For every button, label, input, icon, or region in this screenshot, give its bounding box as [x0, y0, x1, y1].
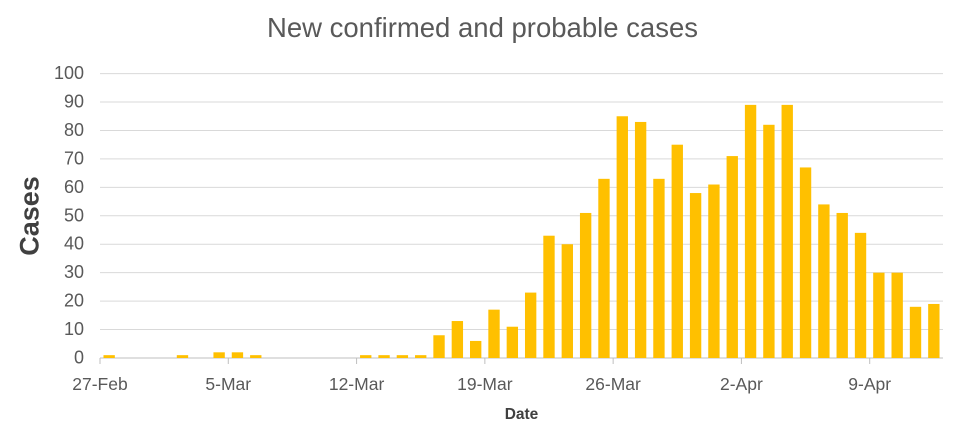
svg-text:26-Mar: 26-Mar — [585, 374, 641, 394]
svg-text:40: 40 — [64, 234, 84, 254]
svg-text:9-Apr: 9-Apr — [848, 374, 891, 394]
svg-text:60: 60 — [64, 177, 84, 197]
svg-text:70: 70 — [64, 148, 84, 168]
svg-text:20: 20 — [64, 291, 84, 311]
svg-text:0: 0 — [74, 348, 84, 368]
svg-text:27-Feb: 27-Feb — [72, 374, 127, 394]
svg-text:19-Mar: 19-Mar — [457, 374, 513, 394]
svg-text:80: 80 — [64, 120, 84, 140]
svg-text:90: 90 — [64, 92, 84, 112]
svg-text:50: 50 — [64, 205, 84, 225]
svg-text:100: 100 — [54, 63, 84, 83]
svg-text:30: 30 — [64, 262, 84, 282]
svg-text:5-Mar: 5-Mar — [205, 374, 251, 394]
svg-text:10: 10 — [64, 319, 84, 339]
svg-text:12-Mar: 12-Mar — [329, 374, 385, 394]
svg-text:2-Apr: 2-Apr — [720, 374, 763, 394]
